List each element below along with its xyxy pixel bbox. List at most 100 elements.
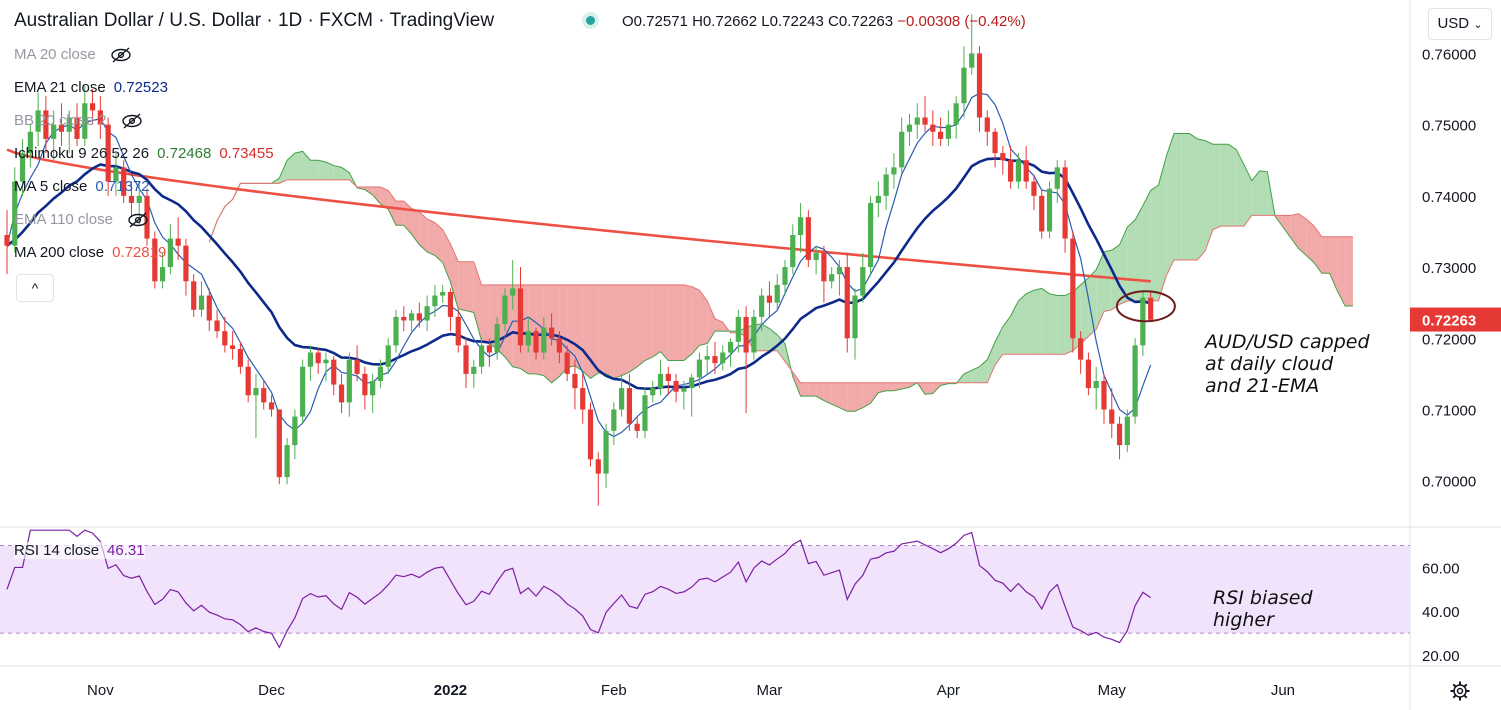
legend-ma20[interactable]: MA 20 close — [14, 46, 132, 63]
cloud-segment — [1220, 144, 1229, 227]
candle-body — [510, 288, 516, 296]
candle-body — [331, 359, 337, 385]
legend-ma5[interactable]: MA 5 close 0.71372 — [14, 178, 150, 195]
candle-body — [1000, 153, 1006, 161]
cloud-segment — [1298, 213, 1307, 256]
cloud-segment — [613, 284, 622, 379]
candle-body — [681, 388, 687, 392]
candle-body — [315, 352, 321, 364]
legend-ichimoku[interactable]: Ichimoku 9 26 52 26 0.72468 0.73455 — [14, 145, 274, 162]
legend-bb-label: BB 20 close 2 — [14, 112, 107, 129]
candle-body — [385, 345, 391, 367]
cloud-segment — [1174, 133, 1182, 260]
candle-body — [222, 331, 228, 346]
cloud-segment — [1158, 156, 1167, 301]
cloud-segment — [1244, 164, 1252, 227]
time-tick-label: May — [1098, 682, 1127, 699]
collapse-legend-button[interactable]: ^ — [16, 274, 54, 302]
candle-body — [595, 459, 601, 474]
legend-ma200[interactable]: MA 200 close 0.72819 — [14, 244, 166, 261]
candle-body — [4, 235, 10, 246]
candle-body — [167, 238, 173, 268]
highlight-ellipse — [1115, 290, 1176, 323]
candle-body — [362, 373, 368, 396]
candle-body — [1023, 160, 1029, 182]
candle-body — [541, 327, 547, 353]
cloud-segment — [886, 382, 894, 391]
legend-ema110[interactable]: EMA 110 close — [14, 211, 149, 228]
currency-selector-button[interactable]: USD ⌄ — [1428, 8, 1492, 40]
cloud-segment — [777, 334, 785, 362]
candle-body — [914, 117, 920, 125]
cloud-segment — [1002, 316, 1011, 355]
cloud-segment — [1306, 218, 1315, 263]
cloud-segment — [769, 328, 778, 351]
cloud-segment — [1197, 138, 1206, 260]
candle-body — [899, 131, 905, 168]
cloud-segment — [1135, 205, 1143, 301]
candle-body — [245, 366, 251, 396]
candle-body — [261, 388, 267, 403]
candle-body — [393, 316, 399, 346]
price-tick-label: 0.74000 — [1422, 189, 1476, 206]
cloud-segment — [839, 382, 848, 412]
candle-body — [1124, 416, 1130, 446]
price-annotation: AUD/USD capped at daily cloud and 21-EMA — [1205, 331, 1370, 397]
candle-body — [440, 291, 446, 296]
ohlc-high: H0.72662 — [692, 13, 758, 30]
cloud-segment — [1088, 269, 1097, 337]
cloud-segment — [1033, 288, 1042, 355]
cloud-segment — [1189, 133, 1198, 260]
legend-rsi[interactable]: RSI 14 close 46.31 — [14, 542, 145, 559]
cloud-segment — [1228, 144, 1237, 227]
eye-hidden-icon[interactable] — [127, 212, 149, 228]
cloud-segment — [987, 341, 996, 383]
cloud-segment — [629, 284, 638, 373]
cloud-segment — [691, 286, 700, 355]
cloud-segment — [458, 261, 467, 311]
rsi-pane: 60.00 40.00 20.00 — [0, 529, 1460, 665]
cloud-segment — [1018, 293, 1027, 355]
price-tick-label: 0.70000 — [1422, 474, 1476, 491]
candle-body — [502, 295, 508, 325]
senkou-span-a-line — [208, 133, 1353, 412]
candle-body — [160, 267, 166, 282]
legend-bb[interactable]: BB 20 close 2 — [14, 112, 143, 129]
ohlc-change: −0.00308 (−0.42%) — [897, 13, 1026, 30]
cloud-segment — [466, 261, 474, 313]
ohlc-readout: O0.72571 H0.72662 L0.72243 C0.72263 −0.0… — [622, 13, 1026, 30]
candle-body — [206, 295, 212, 321]
currency-label: USD — [1437, 15, 1470, 32]
candle-body — [300, 366, 306, 417]
candle-body — [1054, 167, 1060, 189]
cloud-segment — [287, 153, 295, 180]
cloud-segment — [893, 382, 902, 391]
candle-body — [35, 110, 41, 132]
candle-body — [377, 366, 384, 382]
legend-ema21[interactable]: EMA 21 close 0.72523 — [14, 79, 168, 96]
candle-body — [619, 388, 625, 410]
candle-body — [1046, 188, 1053, 232]
candle-body — [198, 295, 205, 310]
cloud-segment — [481, 284, 490, 344]
cloud-segment — [1181, 133, 1190, 260]
gear-icon[interactable] — [1449, 680, 1471, 702]
candle-body — [323, 359, 329, 364]
legend-ichimoku-value2: 0.73455 — [219, 145, 274, 162]
eye-hidden-icon[interactable] — [121, 113, 143, 129]
candle-body — [533, 331, 539, 353]
cloud-segment — [644, 284, 653, 361]
cloud-segment — [683, 284, 692, 361]
candle-body — [704, 356, 710, 360]
candle-body — [237, 348, 243, 367]
eye-hidden-icon[interactable] — [110, 47, 132, 63]
candle-body — [284, 445, 290, 478]
time-tick-label: Dec — [258, 682, 285, 699]
candle-body — [1062, 167, 1068, 239]
candle-body — [121, 167, 127, 196]
cloud-segment — [652, 284, 661, 357]
cloud-segment — [1142, 190, 1151, 301]
cloud-segment — [1236, 149, 1245, 227]
